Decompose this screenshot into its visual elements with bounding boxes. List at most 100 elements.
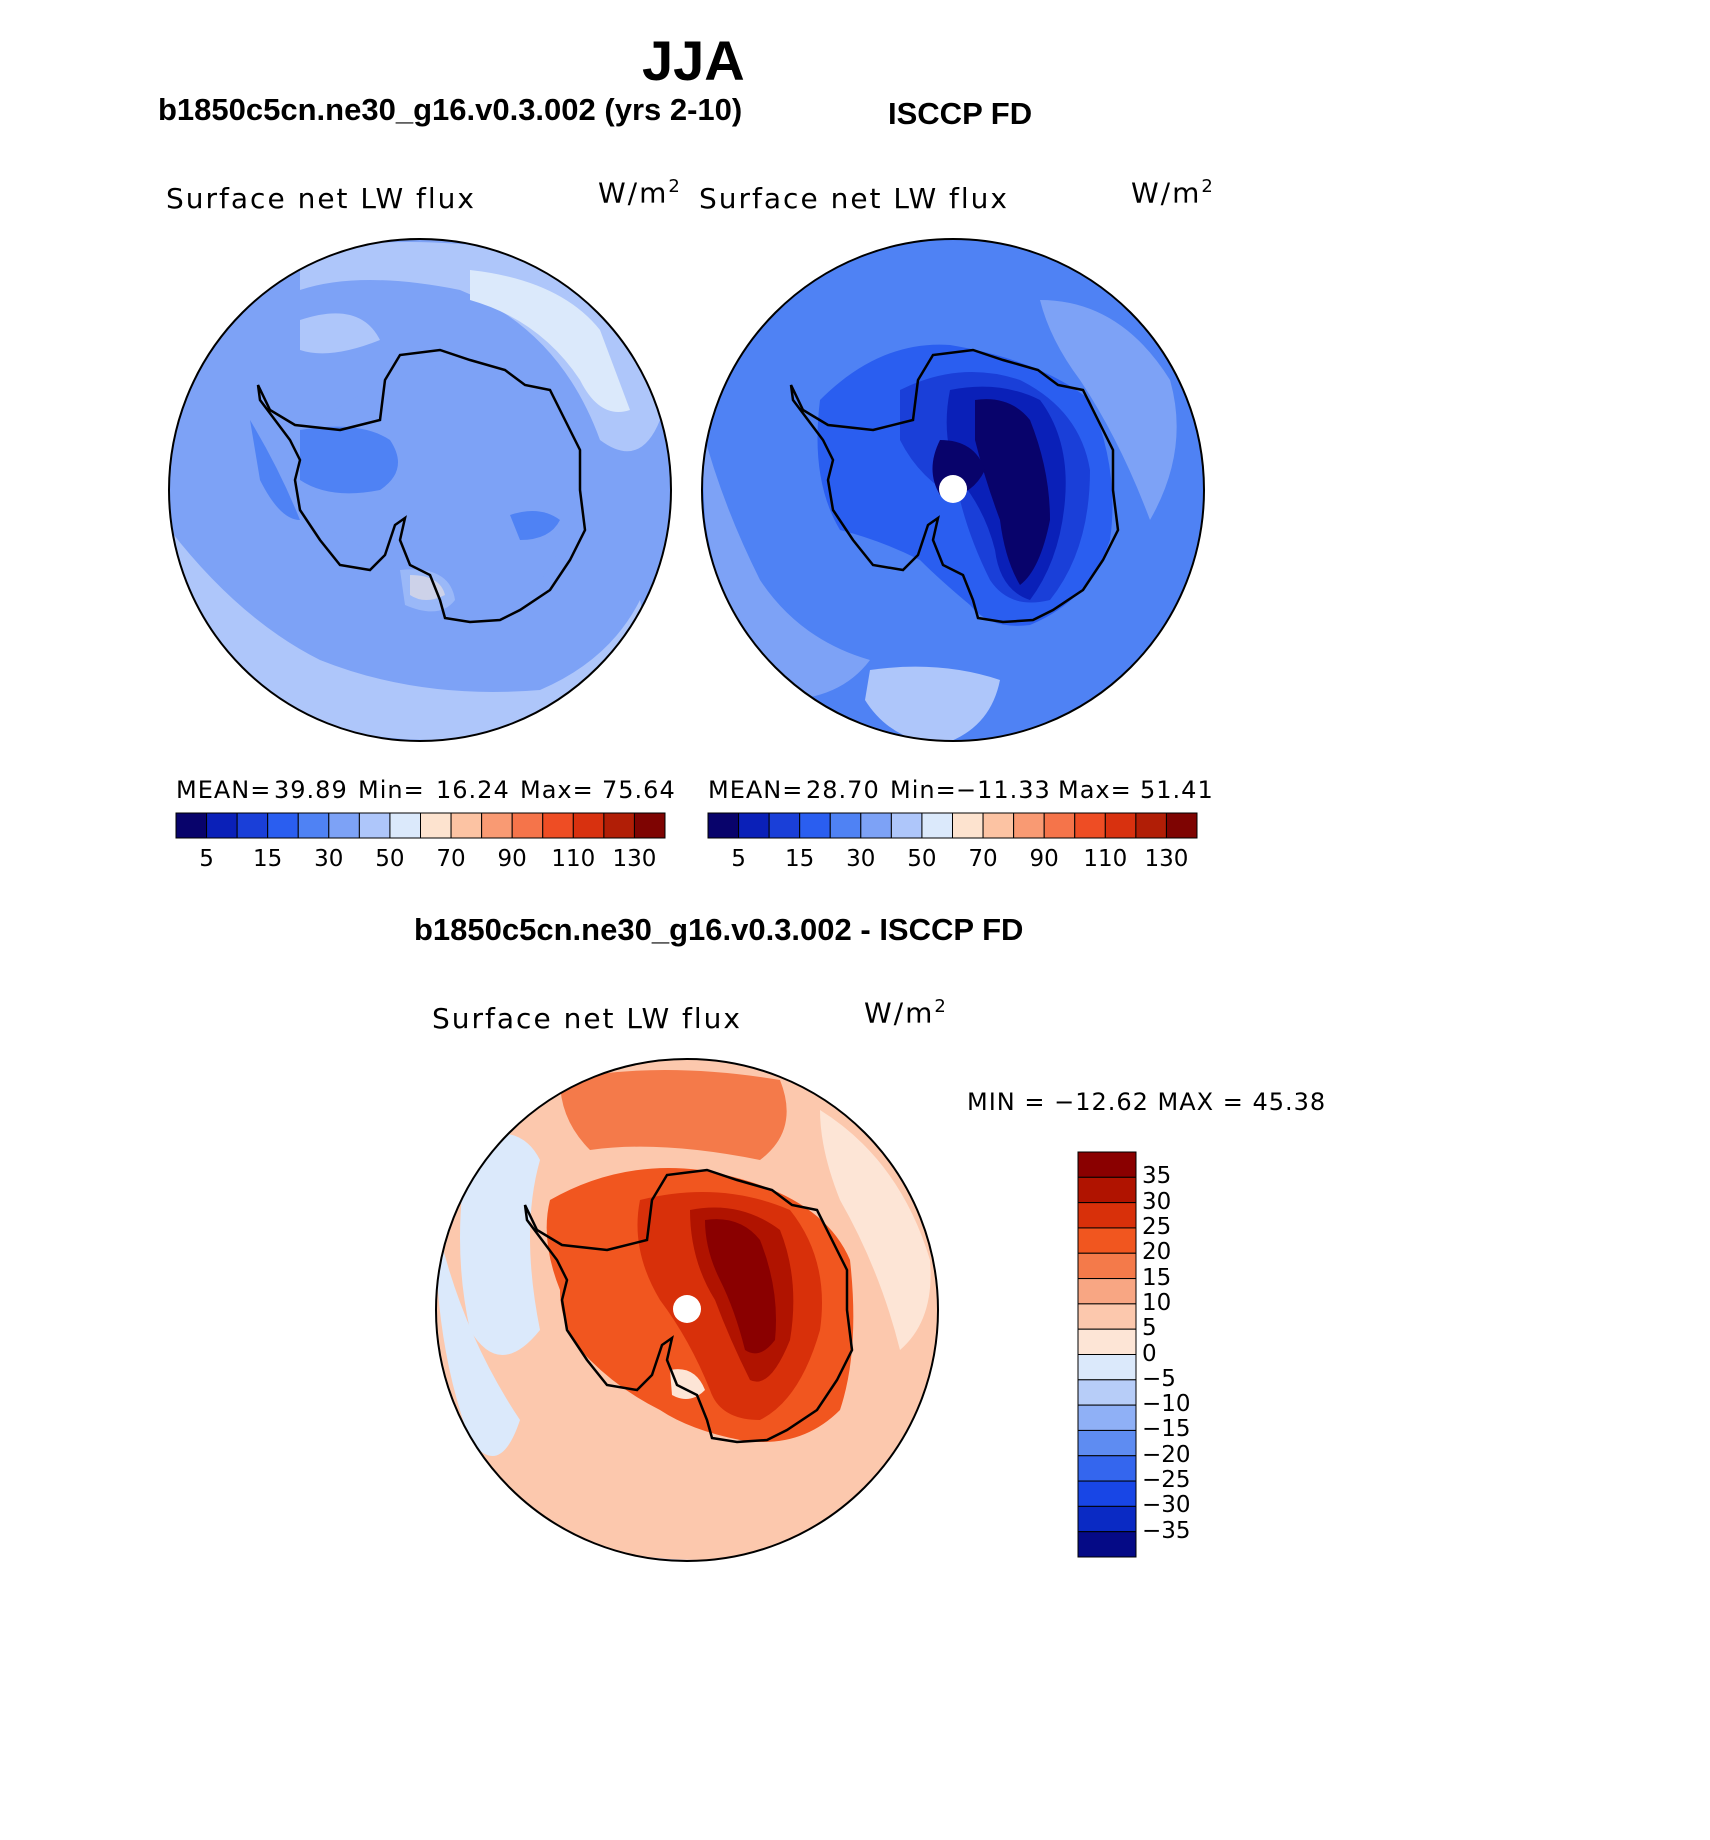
colorbar-swatch xyxy=(175,812,208,839)
left-max-label: Max= xyxy=(520,776,594,804)
colorbar-swatch xyxy=(890,812,923,839)
colorbar-swatch xyxy=(1077,1328,1137,1355)
right-max-label: Max= xyxy=(1058,776,1132,804)
colorbar-tick-label: 0 xyxy=(1142,1340,1157,1367)
colorbar-swatch xyxy=(603,812,635,839)
right-mean-label: MEAN= xyxy=(708,776,804,804)
colorbar-swatch xyxy=(511,812,544,839)
colorbar-swatch xyxy=(1077,1151,1137,1178)
colorbar-swatch xyxy=(328,812,360,839)
colorbar-swatch xyxy=(1077,1505,1137,1533)
colorbar-swatch xyxy=(1077,1379,1137,1406)
left-max-value: 75.64 xyxy=(602,776,676,804)
difference-polar-map xyxy=(436,1059,938,1561)
left-variable-label: Surface net LW flux xyxy=(166,182,476,215)
colorbar-tick-label: 10 xyxy=(1142,1289,1172,1316)
colorbar-tick-label: 20 xyxy=(1142,1239,1172,1266)
right-pole-hole xyxy=(939,475,967,503)
colorbar-swatch xyxy=(267,812,299,839)
colorbar-swatch xyxy=(860,812,892,839)
right-antarctica-coastline xyxy=(789,348,1120,624)
colorbar-swatch xyxy=(1077,1480,1137,1507)
colorbar-tick-label: 50 xyxy=(375,846,405,872)
colorbar-swatch xyxy=(633,812,666,839)
difference-map-frame xyxy=(435,1058,939,1562)
colorbar-swatch xyxy=(420,812,452,839)
colorbar-tick-label: 130 xyxy=(612,846,657,872)
left-map-frame xyxy=(168,238,672,742)
colorbar-tick-label: −35 xyxy=(1142,1517,1191,1544)
colorbar-swatch xyxy=(1074,812,1106,839)
right-colorbar xyxy=(707,812,1198,839)
left-min-value: 16.24 xyxy=(436,776,510,804)
colorbar-tick-label: 30 xyxy=(314,846,344,872)
colorbar-tick-label: 15 xyxy=(253,846,283,872)
left-units-label: W/m2 xyxy=(598,176,682,210)
colorbar-tick-label: 30 xyxy=(1142,1188,1172,1215)
right-mean-value: 28.70 xyxy=(806,776,880,804)
colorbar-swatch xyxy=(542,812,574,839)
colorbar-swatch xyxy=(1077,1303,1137,1330)
colorbar-tick-label: 50 xyxy=(907,846,937,872)
colorbar-swatch xyxy=(1077,1252,1137,1280)
right-units-label: W/m2 xyxy=(1131,176,1215,210)
colorbar-tick-label: 25 xyxy=(1142,1213,1172,1240)
colorbar-swatch xyxy=(1077,1455,1137,1482)
colorbar-swatch xyxy=(236,812,269,839)
colorbar-swatch xyxy=(1043,812,1076,839)
difference-antarctica-coastline xyxy=(523,1168,854,1444)
left-min-label: Min= xyxy=(358,776,425,804)
colorbar-swatch xyxy=(1077,1429,1137,1457)
colorbar-swatch xyxy=(1104,812,1137,839)
left-panel-title: b1850c5cn.ne30_g16.v0.3.002 (yrs 2-10) xyxy=(158,92,743,127)
right-variable-label: Surface net LW flux xyxy=(699,182,1009,215)
difference-units-label: W/m2 xyxy=(864,996,948,1030)
colorbar-swatch xyxy=(481,812,513,839)
colorbar-swatch xyxy=(450,812,483,839)
colorbar-tick-label: −25 xyxy=(1142,1467,1191,1494)
colorbar-tick-label: −30 xyxy=(1142,1492,1191,1519)
colorbar-tick-label: 5 xyxy=(731,846,746,872)
difference-pole-hole xyxy=(673,1295,701,1323)
colorbar-tick-label: 15 xyxy=(1142,1264,1172,1291)
difference-colorbar xyxy=(1077,1151,1137,1558)
colorbar-swatch xyxy=(1013,812,1045,839)
colorbar-swatch xyxy=(1077,1202,1137,1229)
colorbar-tick-label: 15 xyxy=(785,846,815,872)
left-colorbar xyxy=(175,812,666,839)
colorbar-tick-label: −20 xyxy=(1142,1441,1191,1468)
colorbar-tick-label: −15 xyxy=(1142,1416,1191,1443)
colorbar-tick-label: 5 xyxy=(1142,1315,1157,1342)
left-mean-value: 39.89 xyxy=(274,776,348,804)
colorbar-tick-label: −5 xyxy=(1142,1365,1176,1392)
colorbar-swatch xyxy=(206,812,238,839)
colorbar-swatch xyxy=(982,812,1015,839)
colorbar-tick-label: 110 xyxy=(551,846,596,872)
colorbar-swatch xyxy=(1077,1227,1137,1254)
colorbar-swatch xyxy=(1077,1531,1137,1558)
colorbar-tick-label: 35 xyxy=(1142,1163,1172,1190)
colorbar-swatch xyxy=(572,812,605,839)
colorbar-swatch xyxy=(389,812,421,839)
difference-minmax: MIN = −12.62 MAX = 45.38 xyxy=(967,1088,1327,1116)
colorbar-swatch xyxy=(1135,812,1167,839)
colorbar-swatch xyxy=(952,812,984,839)
colorbar-tick-label: 5 xyxy=(199,846,214,872)
left-polar-map xyxy=(169,239,671,741)
right-min-label: Min= xyxy=(890,776,957,804)
colorbar-swatch xyxy=(829,812,862,839)
colorbar-tick-label: 30 xyxy=(846,846,876,872)
colorbar-tick-label: 110 xyxy=(1083,846,1128,872)
colorbar-swatch xyxy=(921,812,953,839)
colorbar-tick-label: 130 xyxy=(1144,846,1189,872)
right-max-value: 51.41 xyxy=(1140,776,1214,804)
colorbar-swatch xyxy=(358,812,391,839)
colorbar-swatch xyxy=(799,812,831,839)
colorbar-swatch xyxy=(768,812,801,839)
colorbar-tick-label: 90 xyxy=(1029,846,1059,872)
right-panel-title: ISCCP FD xyxy=(888,96,1033,131)
left-mean-label: MEAN= xyxy=(176,776,272,804)
colorbar-swatch xyxy=(707,812,740,839)
colorbar-swatch xyxy=(297,812,330,839)
